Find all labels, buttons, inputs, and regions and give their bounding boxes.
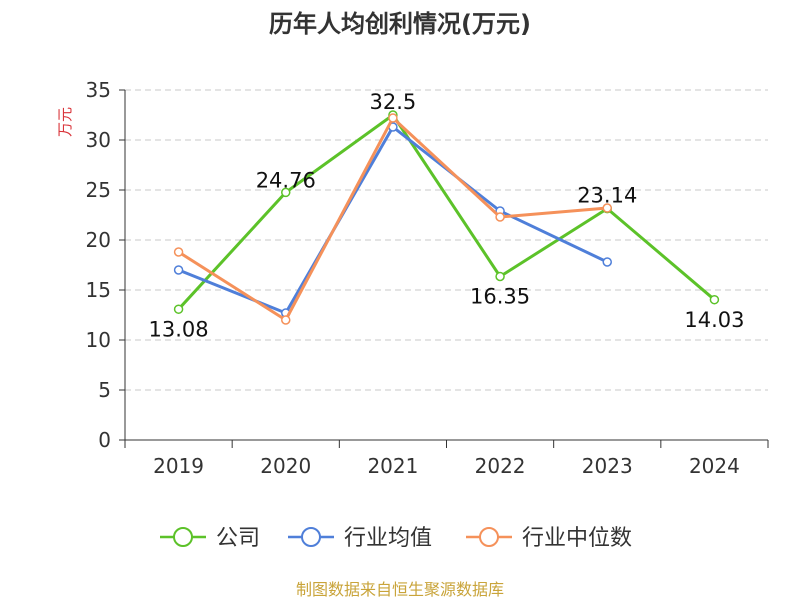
y-tick-label: 15 [86,278,111,302]
series-line [177,116,608,322]
y-tick-label: 20 [86,228,111,252]
data-point [709,294,720,305]
data-point [173,247,184,257]
legend-label: 行业均值 [344,526,432,551]
label-layer: 13.08 24.76 32.5 16.35 23.14 14.03 [149,90,745,341]
data-point [388,113,398,123]
grid-layer [125,89,768,391]
series-layer [173,110,720,325]
series-line [178,125,608,315]
legend-marker [173,527,193,547]
x-tick-label: 2021 [367,454,418,478]
x-tick-label: 2022 [475,454,526,478]
data-label: 16.35 [470,285,530,309]
chart-title: 历年人均创利情况(万元) [269,10,531,38]
legend-marker [479,527,499,547]
y-tick-label: 10 [86,328,111,352]
data-point [173,304,184,314]
data-label: 23.14 [577,184,637,208]
legend-label: 行业中位数 [522,526,632,551]
data-label: 14.03 [684,308,744,332]
legend-item-0[interactable]: 公司 [160,526,260,551]
data-point [602,203,612,213]
data-point [602,257,612,267]
x-tick-label: 2019 [153,454,204,478]
legend-item-1[interactable]: 行业均值 [288,526,432,551]
data-point [281,315,291,325]
series-1 [173,122,612,318]
series-line [177,113,716,311]
data-source-note: 制图数据来自恒生聚源数据库 [296,580,504,599]
legend-label: 公司 [216,526,260,551]
data-label: 13.08 [149,317,209,341]
data-point [281,187,291,198]
legend-item-2[interactable]: 行业中位数 [466,526,632,551]
x-tick-label: 2023 [582,454,633,478]
data-label: 24.76 [256,168,316,192]
series-2 [173,113,612,325]
y-tick-label: 25 [86,178,111,202]
x-tick-label: 2024 [689,454,740,478]
y-tick-label: 0 [98,428,111,452]
series-0 [173,110,720,314]
data-point [495,212,505,222]
y-tick-label: 30 [86,128,111,152]
legend: 公司 行业均值 行业中位数 [160,526,632,551]
data-label: 32.5 [370,90,417,114]
data-point [173,265,184,275]
y-tick-label: 5 [98,378,111,402]
y-tick-label: 35 [86,78,111,102]
axis-layer: 0 5 10 15 20 25 30 35 2019 2020 2021 2022 2023 2024 [86,78,769,478]
legend-marker [301,527,321,547]
y-axis-label: 万元 [56,107,74,137]
data-point [495,271,505,282]
x-tick-label: 2020 [260,454,311,478]
